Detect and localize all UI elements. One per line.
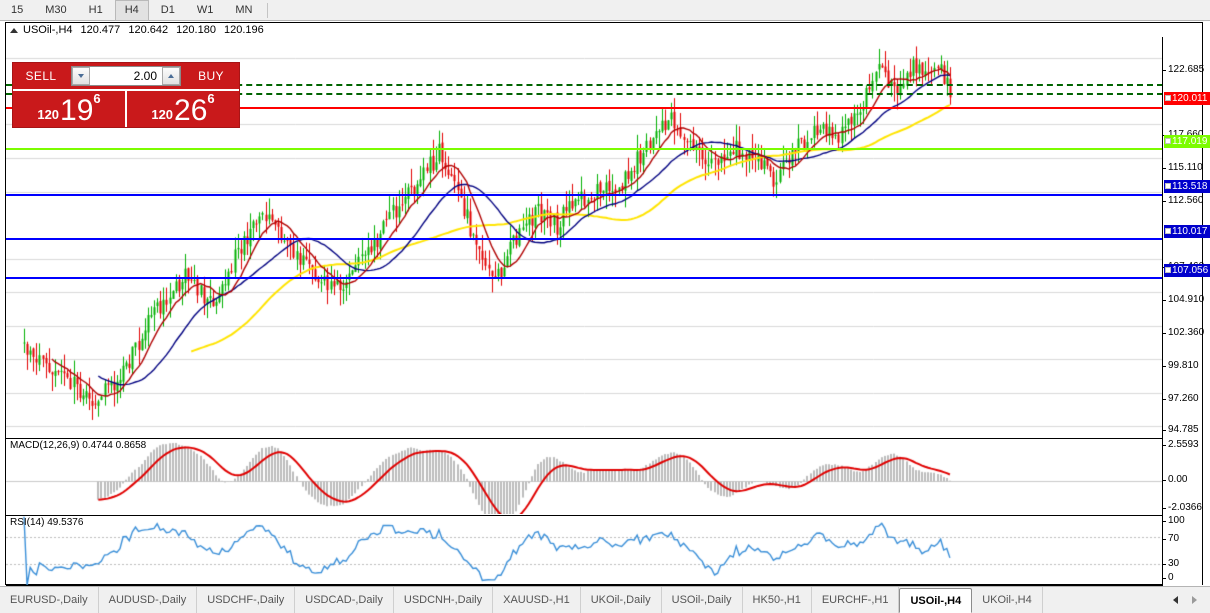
buy-button[interactable]: BUY [198,69,224,83]
sell-price-big: 19 [60,94,94,127]
chart-tab-usdchf--daily[interactable]: USDCHF-,Daily [197,587,296,613]
price-level-label[interactable]: 107.056 [1164,264,1210,277]
price-axis[interactable]: 122.685117.660115.110112.560107.460104.9… [1162,37,1210,585]
macd-chart-canvas[interactable] [6,439,1163,514]
sell-price-sup: 6 [93,91,101,106]
toolbar-separator [267,2,269,18]
price-level-label[interactable]: 113.518 [1164,180,1210,193]
level-handle-icon[interactable] [1165,183,1171,189]
volume-decrease-button[interactable] [72,67,90,85]
arrow-right-icon[interactable] [1192,596,1197,604]
buy-price-lead: 120 [151,107,174,122]
price-level-label[interactable]: 120.011 [1164,92,1210,105]
chart-tab-ukoil--daily[interactable]: UKOil-,Daily [581,587,662,613]
level-handle-icon[interactable] [1165,138,1171,144]
level-line-bid-line[interactable] [6,107,1163,109]
chart-tab-usdcad--daily[interactable]: USDCAD-,Daily [295,587,394,613]
level-line-support-blue-1[interactable] [6,194,1163,196]
level-line-take-profit-lower[interactable] [6,93,1163,95]
chart-tab-usoil--daily[interactable]: USOil-,Daily [662,587,743,613]
chart-tab-usoil--h4[interactable]: USOil-,H4 [899,588,973,613]
triangle-up-icon[interactable] [10,27,18,33]
chevron-down-icon [78,74,84,78]
one-click-trading-panel[interactable]: SELL 2.00 BUY 120 19 6 [13,63,239,127]
chart-symbol-label: USOil-,H4 [23,24,73,36]
buy-price[interactable]: 120 26 6 [125,89,239,127]
chart-ohlc-values: 120.477 120.642 120.180 120.196 [81,24,269,36]
chart-tab-eurusd--daily[interactable]: EURUSD-,Daily [0,587,99,613]
chart-tab-ukoil--h4[interactable]: UKOil-,H4 [972,587,1043,613]
macd-label: MACD(12,26,9) 0.4744 0.8658 [10,440,147,451]
volume-value[interactable]: 2.00 [133,69,157,83]
volume-increase-button[interactable] [162,67,180,85]
timeframe-h1[interactable]: H1 [88,3,103,16]
buy-price-sup: 6 [207,91,215,106]
arrow-left-icon[interactable] [1173,596,1178,604]
ohlc-low: 120.180 [176,24,216,36]
chart-tab-usdcnh--daily[interactable]: USDCNH-,Daily [394,587,494,613]
chevron-up-icon [168,74,174,78]
ohlc-high: 120.642 [128,24,169,36]
level-line-support-blue-2[interactable] [6,238,1163,240]
level-line-support-blue-3[interactable] [6,277,1163,279]
sell-price-lead: 120 [37,107,60,122]
price-level-label[interactable]: 117.019 [1164,135,1210,148]
chart-window: USOil-,H4 120.477 120.642 120.180 120.19… [5,22,1210,599]
ohlc-close: 120.196 [224,24,264,36]
level-handle-icon[interactable] [1165,228,1171,234]
timeframe-h4[interactable]: H4 [114,0,149,21]
oct-controls-row: SELL 2.00 BUY [13,63,239,89]
chart-tab-hk50--h1[interactable]: HK50-,H1 [743,587,812,613]
timeframe-w1[interactable]: W1 [196,3,214,16]
oct-prices-row: 120 19 6 120 26 6 [13,89,239,127]
level-line-support-green[interactable] [6,148,1163,150]
chart-tab-audusd--daily[interactable]: AUDUSD-,Daily [99,587,198,613]
level-line-take-profit-upper[interactable] [6,84,1163,86]
timeframe-toolbar: 15 M30 H1 H4 D1 W1 MN [0,0,1210,21]
ohlc-open: 120.477 [80,24,121,36]
sell-button[interactable]: SELL [25,69,57,83]
price-level-label[interactable]: 110.017 [1164,225,1210,238]
rsi-label: RSI(14) 49.5376 [10,517,84,528]
tab-nav[interactable] [1160,587,1210,613]
rsi-pane[interactable]: RSI(14) 49.5376 [6,515,1202,585]
sell-price[interactable]: 120 19 6 [13,89,125,127]
chart-header: USOil-,H4 120.477 120.642 120.180 120.19… [6,23,1202,37]
level-handle-icon[interactable] [1165,95,1171,101]
chart-tab-bar[interactable]: EURUSD-,Daily AUDUSD-,Daily USDCHF-,Daily U… [0,586,1210,613]
rsi-chart-canvas[interactable] [6,516,1163,585]
timeframe-15[interactable]: 15 [11,3,24,16]
chart-tab-xauusd--h1[interactable]: XAUUSD-,H1 [493,587,581,613]
timeframe-d1[interactable]: D1 [160,3,175,16]
chart-tab-eurchf--h1[interactable]: EURCHF-,H1 [812,587,900,613]
timeframe-m30[interactable]: M30 [45,3,67,16]
macd-pane[interactable]: MACD(12,26,9) 0.4744 0.8658 [6,438,1202,514]
buy-price-big: 26 [174,94,208,127]
timeframe-mn[interactable]: MN [235,3,253,16]
volume-stepper[interactable]: 2.00 [71,66,181,86]
level-handle-icon[interactable] [1165,267,1171,273]
